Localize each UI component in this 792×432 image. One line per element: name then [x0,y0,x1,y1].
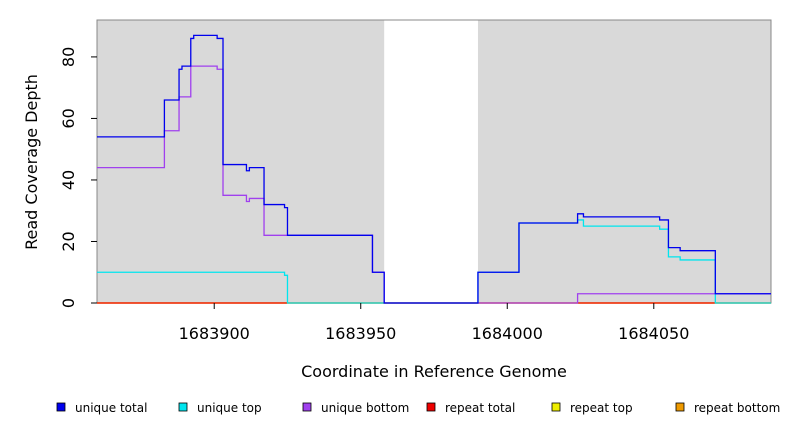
legend-item: unique bottom [302,401,409,415]
legend-label: unique total [75,401,147,415]
y-axis-title: Read Coverage Depth [22,74,41,250]
legend: unique total unique top unique bottom repea… [56,401,780,415]
legend-item: repeat bottom [675,401,780,415]
legend-label: unique bottom [321,401,409,415]
legend-swatch [426,402,436,412]
y-tick-label: 80 [59,47,78,67]
legend-item: unique top [178,401,262,415]
series-lines [97,34,771,304]
legend-label: repeat bottom [694,401,780,415]
x-tick-label: 1683950 [325,324,396,343]
legend-item: repeat total [426,401,515,415]
x-axis-title: Coordinate in Reference Genome [301,362,567,381]
legend-swatch [56,402,66,412]
x-tick-label: 1684050 [618,324,689,343]
series-line-unique-total [97,34,771,304]
legend-label: repeat total [445,401,515,415]
y-tick-label: 20 [59,231,78,251]
y-tick-label: 40 [59,170,78,190]
y-tick-label: 60 [59,108,78,128]
legend-label: repeat top [570,401,633,415]
gap-region [384,20,478,303]
x-axis: 1683900 1683950 1684000 1684050 [179,303,689,343]
gap-regions [384,20,478,303]
legend-label: unique top [197,401,262,415]
legend-swatch [302,402,312,412]
legend-item: unique total [56,401,147,415]
legend-swatch [551,402,561,412]
series-line-unique-top [97,219,771,304]
legend-swatch [178,402,188,412]
y-axis: 0 20 40 60 80 [59,47,97,308]
y-tick-label: 0 [59,298,78,308]
legend-swatch [675,402,685,412]
x-tick-label: 1684000 [472,324,543,343]
legend-item: repeat top [551,401,633,415]
x-tick-label: 1683900 [179,324,250,343]
